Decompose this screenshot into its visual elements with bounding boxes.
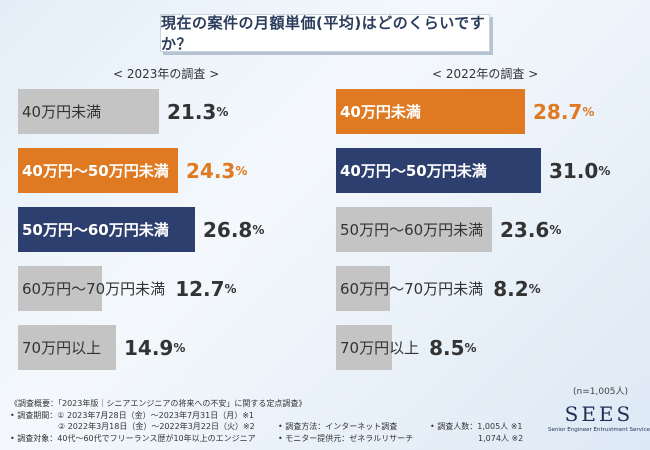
bar-value-2022-4: 8.5% [429, 325, 476, 370]
bar-2023-1 [18, 148, 178, 193]
bar-value-unit: % [464, 340, 477, 355]
footer-count-2: 1,074人 ※2 [478, 433, 524, 443]
footer-period-2: ② 2022年3月18日（金）～2022年3月22日（火）※2 [58, 422, 255, 431]
bar-value-2022-1: 31.0% [549, 148, 610, 193]
bar-value-number: 21.3 [167, 99, 217, 124]
bar-value-2022-0: 28.7% [533, 89, 594, 134]
bar-value-2023-0: 21.3% [167, 89, 228, 134]
bar-label-2022-4: 70万円以上 [340, 339, 420, 357]
bar-value-number: 24.3 [186, 158, 236, 183]
footer-method: • 調査方法：インターネット調査 [278, 422, 398, 431]
bar-value-number: 8.2 [493, 276, 529, 301]
bar-2022-2 [336, 207, 492, 252]
footer-count-1: • 調査人数：1,005人 ※1 [430, 422, 523, 431]
footer-title: 《調査概要：「2023年版｜シニアエンジニアの将来への不安」に関する定点調査》 [10, 399, 307, 408]
bar-2023-2 [18, 207, 195, 252]
bar-label-2023-0: 40万円未満 [22, 103, 102, 121]
bar-value-unit: % [549, 222, 562, 237]
bar-value-number: 8.5 [429, 335, 465, 360]
bar-value-2022-2: 23.6% [500, 207, 561, 252]
bar-label-2022-1: 40万円～50万円未満 [340, 162, 487, 180]
logo-subtitle: Senior Engineer Entrustment Service [548, 427, 650, 433]
bar-value-2022-3: 8.2% [493, 266, 540, 311]
bar-2023-4 [18, 325, 116, 370]
bar-value-2023-4: 14.9% [124, 325, 185, 370]
sample-size-note: (n=1,005人) [573, 387, 629, 397]
bar-label-2023-3: 60万円～70万円未満 [22, 280, 166, 298]
year-label-2023: < 2023年の調査 > [113, 67, 220, 81]
survey-footer: 《調査概要：「2023年版｜シニアエンジニアの将来への不安」に関する定点調査》 … [10, 398, 523, 444]
footer-target: • 調査対象：40代～60代でフリーランス歴が10年以上のエンジニア [10, 433, 256, 443]
chart-title: 現在の案件の月額単価(平均)はどのくらいですか？ [160, 14, 490, 53]
bar-2022-1 [336, 148, 541, 193]
bar-2022-0 [336, 89, 525, 134]
bar-value-unit: % [582, 104, 595, 119]
bar-value-number: 28.7 [533, 99, 583, 124]
bar-value-number: 23.6 [500, 217, 550, 242]
bar-label-2023-1: 40万円～50万円未満 [22, 162, 169, 180]
bar-value-2023-3: 12.7% [175, 266, 236, 311]
bar-2023-3 [18, 266, 102, 311]
sees-logo: SEES Senior Engineer Entrustment Service [548, 402, 650, 433]
bar-2022-3 [336, 266, 390, 311]
bar-value-number: 14.9 [124, 335, 174, 360]
bar-value-unit: % [173, 340, 186, 355]
footer-period-1: • 調査期間：① 2023年7月28日（金）～2023年7月31日（月）※1 [10, 410, 255, 420]
bar-value-unit: % [252, 222, 265, 237]
footer-provider: • モニター提供元：ゼネラルリサーチ [278, 433, 414, 443]
bar-value-unit: % [528, 281, 541, 296]
bar-value-unit: % [224, 281, 237, 296]
bar-value-unit: % [235, 163, 248, 178]
bar-value-number: 26.8 [203, 217, 253, 242]
bar-value-2023-2: 26.8% [203, 207, 264, 252]
bar-value-number: 31.0 [549, 158, 599, 183]
bar-label-2022-3: 60万円～70万円未満 [340, 280, 484, 298]
year-label-2022: < 2022年の調査 > [432, 67, 539, 81]
logo-mark: SEES [564, 402, 634, 426]
bar-2023-0 [18, 89, 159, 134]
bar-2022-4 [336, 325, 392, 370]
bar-label-2022-2: 50万円～60万円未満 [340, 221, 484, 239]
bar-label-2023-2: 50万円～60万円未満 [22, 221, 169, 239]
bar-label-2022-0: 40万円未満 [340, 103, 421, 121]
bar-value-unit: % [216, 104, 229, 119]
bar-value-2023-1: 24.3% [186, 148, 247, 193]
bar-label-2023-4: 70万円以上 [22, 339, 102, 357]
bar-value-unit: % [598, 163, 611, 178]
bar-value-number: 12.7 [175, 276, 225, 301]
